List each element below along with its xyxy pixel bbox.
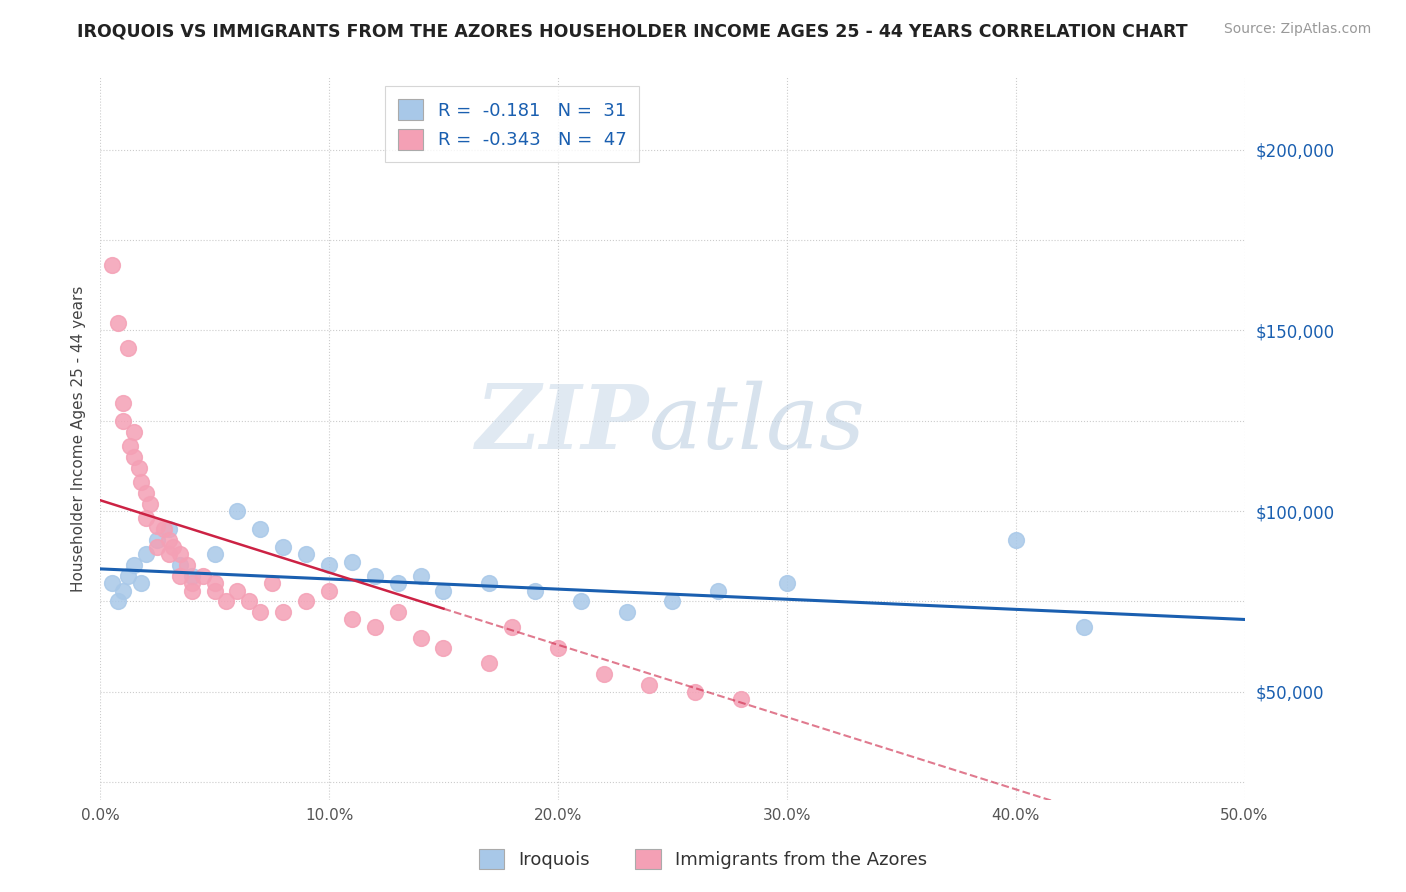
Point — [111, 583, 134, 598]
Text: atlas: atlas — [650, 381, 865, 467]
Point — [1073, 620, 1095, 634]
Point — [683, 684, 706, 698]
Point — [409, 631, 432, 645]
Point — [271, 605, 294, 619]
Point — [592, 666, 614, 681]
Point — [135, 486, 157, 500]
Legend: Iroquois, Immigrants from the Azores: Iroquois, Immigrants from the Azores — [470, 839, 936, 879]
Point — [569, 594, 592, 608]
Point — [616, 605, 638, 619]
Point — [162, 540, 184, 554]
Point — [157, 533, 180, 547]
Point — [340, 555, 363, 569]
Point — [387, 605, 409, 619]
Point — [478, 576, 501, 591]
Text: Source: ZipAtlas.com: Source: ZipAtlas.com — [1223, 22, 1371, 37]
Point — [364, 569, 387, 583]
Point — [169, 558, 191, 573]
Point — [295, 594, 318, 608]
Point — [249, 522, 271, 536]
Point — [135, 511, 157, 525]
Point — [318, 583, 340, 598]
Point — [111, 395, 134, 409]
Point — [157, 548, 180, 562]
Point — [260, 576, 283, 591]
Point — [340, 612, 363, 626]
Point — [204, 583, 226, 598]
Point — [180, 583, 202, 598]
Point — [661, 594, 683, 608]
Text: IROQUOIS VS IMMIGRANTS FROM THE AZORES HOUSEHOLDER INCOME AGES 25 - 44 YEARS COR: IROQUOIS VS IMMIGRANTS FROM THE AZORES H… — [77, 22, 1188, 40]
Point — [215, 594, 238, 608]
Point — [128, 460, 150, 475]
Point — [409, 569, 432, 583]
Point — [387, 576, 409, 591]
Point — [432, 583, 454, 598]
Point — [295, 548, 318, 562]
Point — [776, 576, 799, 591]
Point — [131, 475, 153, 490]
Point — [249, 605, 271, 619]
Point — [107, 594, 129, 608]
Point — [107, 316, 129, 330]
Point — [124, 558, 146, 573]
Point — [169, 569, 191, 583]
Point — [432, 641, 454, 656]
Point — [364, 620, 387, 634]
Point — [707, 583, 730, 598]
Point — [118, 439, 141, 453]
Point — [478, 656, 501, 670]
Point — [1004, 533, 1026, 547]
Point — [124, 450, 146, 464]
Point — [111, 414, 134, 428]
Point — [117, 569, 139, 583]
Point — [501, 620, 523, 634]
Point — [271, 540, 294, 554]
Point — [176, 558, 198, 573]
Point — [730, 692, 752, 706]
Point — [117, 342, 139, 356]
Point — [638, 677, 661, 691]
Point — [204, 548, 226, 562]
Point — [100, 258, 122, 272]
Point — [124, 425, 146, 439]
Point — [169, 548, 191, 562]
Point — [146, 518, 169, 533]
Point — [204, 576, 226, 591]
Y-axis label: Householder Income Ages 25 - 44 years: Householder Income Ages 25 - 44 years — [72, 285, 86, 592]
Point — [153, 522, 176, 536]
Point — [157, 522, 180, 536]
Point — [238, 594, 260, 608]
Point — [139, 497, 162, 511]
Point — [135, 548, 157, 562]
Point — [180, 569, 202, 583]
Point — [146, 533, 169, 547]
Point — [100, 576, 122, 591]
Point — [146, 540, 169, 554]
Point — [131, 576, 153, 591]
Point — [318, 558, 340, 573]
Text: ZIP: ZIP — [477, 381, 650, 467]
Point — [226, 583, 249, 598]
Point — [524, 583, 547, 598]
Legend: R =  -0.181   N =  31, R =  -0.343   N =  47: R = -0.181 N = 31, R = -0.343 N = 47 — [385, 87, 638, 162]
Point — [547, 641, 569, 656]
Point — [191, 569, 214, 583]
Point — [226, 504, 249, 518]
Point — [180, 576, 202, 591]
